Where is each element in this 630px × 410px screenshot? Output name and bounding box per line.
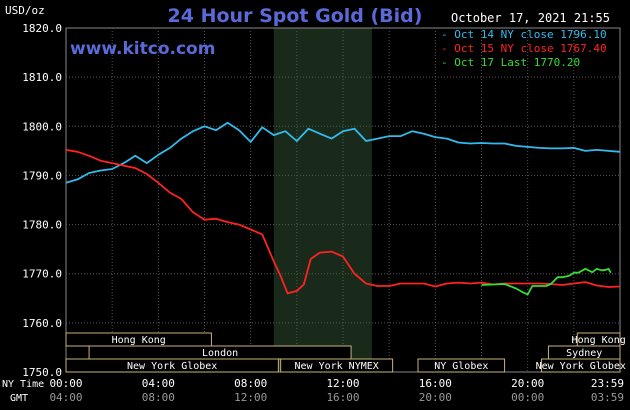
session-bars-layer: Hong Kong London New York Globex New York N… (65, 332, 626, 373)
session-label: Sydney (566, 348, 602, 359)
series-layer (65, 121, 621, 296)
session-label: Hong Kong (112, 335, 166, 346)
session-label: Hong Kong (572, 335, 626, 346)
legend-entry-2: - Oct 15 NY close 1767.40 (441, 42, 607, 55)
legend: - Oct 14 NY close 1796.10- Oct 15 NY clo… (441, 28, 607, 69)
axis-layer: 1820.0 1810.0 1800.0 1790.0 1780.0 1770.0 1760… (22, 22, 624, 404)
session-label: New York NYMEX (295, 361, 379, 372)
kitco-watermark: www.kitco.com (70, 39, 215, 59)
x-tick-label-ny: 16:00 (419, 377, 452, 390)
x-tick-label-ny: 00:00 (49, 377, 82, 390)
y-tick-label: 1790.0 (22, 169, 62, 182)
y-axis-unit-label: USD/oz (5, 4, 45, 17)
y-tick-label: 1750.0 (22, 366, 62, 379)
series-line-1 (65, 121, 621, 184)
x-tick-label-ny: 23:59 (591, 377, 624, 390)
session-bar (280, 358, 394, 373)
x-tick-label-gmt: 12:00 (234, 391, 267, 404)
session-label: New York Globex (127, 361, 217, 372)
session-label: London (202, 348, 238, 359)
x-tick-label-ny: 20:00 (511, 377, 544, 390)
legend-entry-1: - Oct 14 NY close 1796.10 (441, 28, 607, 41)
shaded-band (273, 28, 372, 372)
session-label: NY Globex (434, 361, 488, 372)
x-tick-label-ny: 08:00 (234, 377, 267, 390)
y-tick-label: 1770.0 (22, 268, 62, 281)
chart-timestamp: October 17, 2021 21:55 (451, 11, 610, 25)
grid-layer (65, 27, 621, 373)
legend-entry-3: - Oct 17 Last 1770.20 (441, 56, 580, 69)
x-tick-label-gmt: 16:00 (326, 391, 359, 404)
x-tick-label-gmt: 04:00 (49, 391, 82, 404)
shaded-session-layer (273, 28, 372, 372)
gmt-row-label: GMT (10, 393, 28, 404)
y-tick-label: 1780.0 (22, 219, 62, 232)
chart-title: 24 Hour Spot Gold (Bid) (168, 5, 423, 27)
y-tick-label: 1800.0 (22, 120, 62, 133)
session-label: New York Globex (536, 361, 626, 372)
y-tick-label: 1820.0 (22, 22, 62, 35)
session-bar (65, 358, 279, 373)
series-line-3 (481, 267, 612, 296)
session-bar (541, 358, 621, 373)
x-tick-label-gmt: 20:00 (419, 391, 452, 404)
series-line-2 (65, 149, 621, 295)
y-tick-label: 1810.0 (22, 71, 62, 84)
x-tick-label-gmt: 08:00 (142, 391, 175, 404)
x-tick-label-gmt: 03:59 (591, 391, 624, 404)
ny-time-row-label: NY Time (2, 379, 44, 390)
session-bar (417, 358, 506, 373)
x-tick-label-ny: 12:00 (326, 377, 359, 390)
x-tick-label-gmt: 00:00 (511, 391, 544, 404)
y-tick-label: 1760.0 (22, 317, 62, 330)
x-tick-label-ny: 04:00 (142, 377, 175, 390)
